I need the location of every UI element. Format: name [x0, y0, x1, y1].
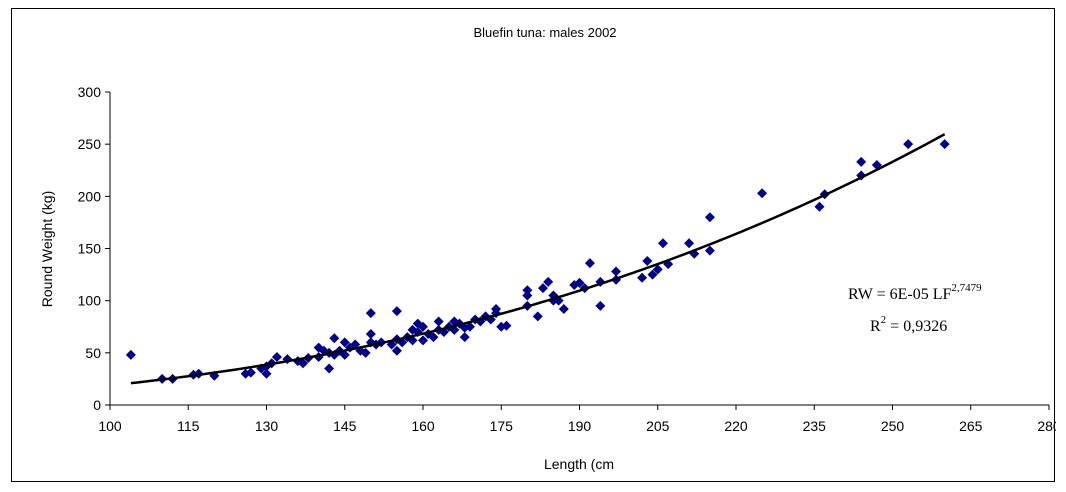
data-point	[339, 349, 350, 360]
data-point	[652, 264, 663, 275]
data-point	[903, 139, 914, 150]
data-point	[522, 285, 533, 296]
data-point	[558, 304, 569, 315]
y-tick-label: 50	[85, 345, 101, 361]
data-point	[428, 332, 439, 343]
data-point	[365, 329, 376, 340]
data-point	[329, 333, 340, 344]
chart: Bluefin tuna: males 2002 0 50 100 150 200 250…	[39, 25, 1056, 472]
data-point	[537, 283, 548, 294]
data-point	[595, 300, 606, 311]
data-point	[704, 245, 715, 256]
data-point	[939, 139, 950, 150]
data-point	[391, 345, 402, 356]
x-tick-label: 250	[881, 418, 905, 434]
y-tick-label: 300	[78, 84, 102, 100]
data-point	[757, 188, 768, 199]
data-point	[298, 358, 309, 369]
x-tick-label: 220	[724, 418, 748, 434]
data-point	[418, 335, 428, 346]
trendline-exponent: 2,7479	[951, 282, 982, 294]
x-tick-label: 205	[646, 418, 670, 434]
data-point	[532, 311, 543, 322]
trendline	[130, 133, 946, 385]
y-axis-label: Round Weight (kg)	[39, 191, 55, 307]
data-point	[125, 349, 136, 360]
data-point	[642, 256, 653, 267]
data-point	[324, 363, 335, 374]
y-tick-label: 100	[78, 293, 102, 309]
r-squared-label: R2 = 0,9326	[870, 314, 947, 335]
y-tick-label: 0	[93, 397, 101, 413]
x-tick-label: 280	[1037, 418, 1056, 434]
data-point	[856, 156, 867, 167]
data-point	[584, 258, 595, 269]
data-point	[522, 290, 533, 301]
data-point	[339, 337, 350, 348]
data-point	[245, 367, 256, 378]
data-point	[491, 304, 502, 315]
data-point	[684, 238, 695, 249]
data-point	[611, 266, 622, 277]
data-point	[814, 201, 825, 212]
x-tick-label: 115	[177, 418, 200, 434]
data-point	[704, 212, 715, 223]
chart-frame: Bluefin tuna: males 2002 0 50 100 150 200 250…	[11, 8, 1056, 482]
data-point	[391, 306, 402, 317]
data-point	[271, 352, 282, 363]
x-axis-label: Length (cm	[544, 456, 614, 472]
scatter-points	[125, 139, 950, 384]
data-point	[360, 347, 371, 358]
x-tick-label: 160	[411, 418, 435, 434]
data-point	[574, 277, 585, 288]
x-tick-label: 190	[568, 418, 592, 434]
data-point	[261, 368, 272, 379]
x-tick-label: 265	[959, 418, 983, 434]
y-tick-label: 200	[78, 188, 102, 204]
x-axis-ticks: 100 115 130 145 160 175 190 205 220 235 250 265 280	[98, 405, 1056, 434]
x-tick-label: 175	[490, 418, 514, 434]
chart-title: Bluefin tuna: males 2002	[473, 25, 616, 40]
r-squared-exponent: 2	[881, 314, 887, 326]
data-point	[464, 321, 475, 332]
x-tick-label: 130	[255, 418, 279, 434]
y-axis-ticks: 0 50 100 150 200 250 300	[78, 84, 110, 413]
data-point	[418, 321, 428, 332]
x-tick-label: 145	[333, 418, 357, 434]
data-point	[459, 332, 470, 343]
trendline-equation: RW = 6E-05 LF2,7479	[848, 282, 982, 303]
data-point	[637, 272, 648, 283]
y-tick-label: 250	[78, 136, 102, 152]
y-tick-label: 150	[78, 241, 102, 257]
data-point	[501, 320, 512, 331]
data-point	[433, 316, 444, 327]
data-point	[365, 308, 376, 319]
data-point	[657, 238, 668, 249]
data-point	[543, 276, 554, 287]
x-tick-label: 100	[98, 418, 122, 434]
x-tick-label: 235	[803, 418, 827, 434]
data-point	[647, 269, 658, 280]
r-squared-value: = 0,9326	[886, 318, 947, 335]
